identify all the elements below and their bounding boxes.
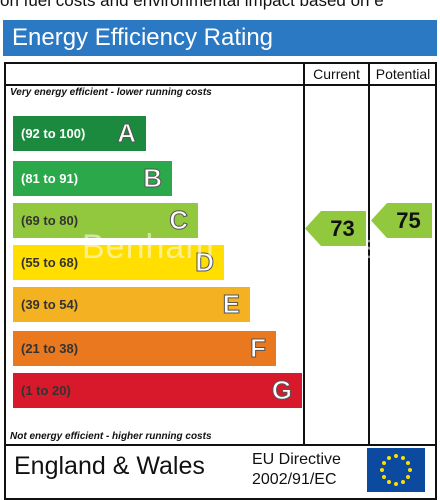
band-d: (55 to 68) D [13,245,224,280]
band-a-range: (92 to 100) [21,126,86,141]
band-d-range: (55 to 68) [21,255,79,270]
eu-flag-icon [367,448,425,492]
column-divider-potential [368,62,370,446]
band-f-range: (21 to 38) [21,341,79,356]
band-b-range: (81 to 91) [21,171,79,186]
band-f-letter: F [250,333,267,364]
rating-table [4,62,437,500]
column-header-current: Current [313,66,360,82]
note-inefficient: Not energy efficient - higher running co… [10,431,212,442]
band-g-letter: G [271,375,292,406]
directive-line-2: 2002/91/EC [252,471,337,488]
potential-rating-value: 75 [396,207,421,233]
current-rating-value: 73 [330,215,355,241]
footer-country: England & Wales [14,452,205,480]
band-c-letter: C [169,205,189,236]
note-efficient: Very energy efficient - lower running co… [10,87,212,98]
band-b-letter: B [143,163,163,194]
band-e-letter: E [222,289,240,320]
footer-directive: EU Directive 2002/91/EC [252,450,341,490]
band-e-range: (39 to 54) [21,297,79,312]
intro-text: on fuel costs and environmental impact b… [0,0,384,10]
column-divider-current [303,62,305,446]
band-b: (81 to 91) B [13,161,172,196]
current-rating-arrow: 73 [305,211,366,246]
band-c: (69 to 80) C [13,203,198,238]
band-f: (21 to 38) F [13,331,276,366]
band-a: (92 to 100) A [13,116,146,151]
header-row-divider [4,84,437,86]
eu-stars [380,454,412,486]
band-e: (39 to 54) E [13,287,250,322]
page-title: Energy Efficiency Rating [3,20,437,56]
band-g-range: (1 to 20) [21,383,71,398]
directive-line-1: EU Directive [252,451,341,468]
band-d-letter: D [195,247,215,278]
band-a-letter: A [117,118,137,149]
band-c-range: (69 to 80) [21,213,79,228]
column-header-potential: Potential [375,66,431,82]
footer-row-divider [4,444,437,446]
band-g: (1 to 20) G [13,373,302,408]
